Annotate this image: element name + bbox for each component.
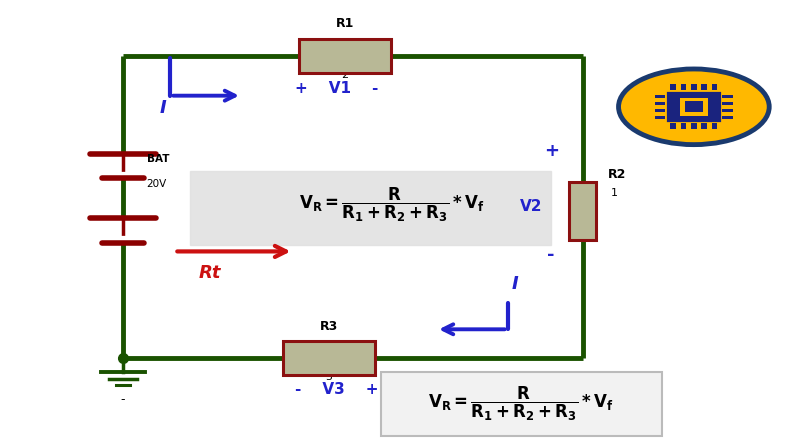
FancyBboxPatch shape xyxy=(671,84,676,90)
Text: -: - xyxy=(121,393,125,406)
FancyBboxPatch shape xyxy=(680,123,687,129)
Text: BAT: BAT xyxy=(147,154,169,164)
FancyBboxPatch shape xyxy=(381,372,662,436)
Text: $\mathbf{V_R = \dfrac{R}{R_1 + R_2 + R_3} * V_f}$: $\mathbf{V_R = \dfrac{R}{R_1 + R_2 + R_3… xyxy=(428,385,615,423)
FancyBboxPatch shape xyxy=(283,341,375,375)
Text: +: + xyxy=(544,142,558,160)
FancyBboxPatch shape xyxy=(655,102,665,105)
FancyBboxPatch shape xyxy=(680,98,708,116)
FancyBboxPatch shape xyxy=(190,171,551,245)
Text: V2: V2 xyxy=(520,199,542,214)
FancyBboxPatch shape xyxy=(691,123,697,129)
FancyBboxPatch shape xyxy=(299,39,391,73)
Text: I: I xyxy=(512,275,519,293)
FancyBboxPatch shape xyxy=(680,84,687,90)
FancyBboxPatch shape xyxy=(722,109,733,112)
FancyBboxPatch shape xyxy=(665,90,722,123)
FancyBboxPatch shape xyxy=(701,84,707,90)
Text: R3: R3 xyxy=(320,320,339,333)
Text: 2: 2 xyxy=(342,70,348,80)
FancyBboxPatch shape xyxy=(655,109,665,112)
FancyBboxPatch shape xyxy=(722,95,733,98)
Text: 1: 1 xyxy=(611,188,618,198)
Text: I: I xyxy=(159,100,166,117)
FancyBboxPatch shape xyxy=(655,116,665,119)
FancyBboxPatch shape xyxy=(722,102,733,105)
Text: 20V: 20V xyxy=(147,179,167,189)
Text: R2: R2 xyxy=(608,168,626,181)
Text: R1: R1 xyxy=(335,17,354,30)
Text: +    V1    -: + V1 - xyxy=(295,81,379,97)
Text: 5: 5 xyxy=(326,372,332,382)
FancyBboxPatch shape xyxy=(655,95,665,98)
FancyBboxPatch shape xyxy=(691,84,697,90)
FancyBboxPatch shape xyxy=(685,101,703,112)
Text: -: - xyxy=(547,247,555,264)
FancyBboxPatch shape xyxy=(569,182,596,240)
Text: $\mathbf{V_R = \dfrac{R}{R_1 + R_2 + R_3} * V_f}$: $\mathbf{V_R = \dfrac{R}{R_1 + R_2 + R_3… xyxy=(299,186,485,224)
FancyBboxPatch shape xyxy=(712,123,717,129)
Ellipse shape xyxy=(619,69,769,145)
FancyBboxPatch shape xyxy=(671,123,676,129)
FancyBboxPatch shape xyxy=(712,84,717,90)
FancyBboxPatch shape xyxy=(722,116,733,119)
FancyBboxPatch shape xyxy=(701,123,707,129)
Text: -    V3    +: - V3 + xyxy=(295,382,379,397)
Text: Rt: Rt xyxy=(199,264,221,282)
